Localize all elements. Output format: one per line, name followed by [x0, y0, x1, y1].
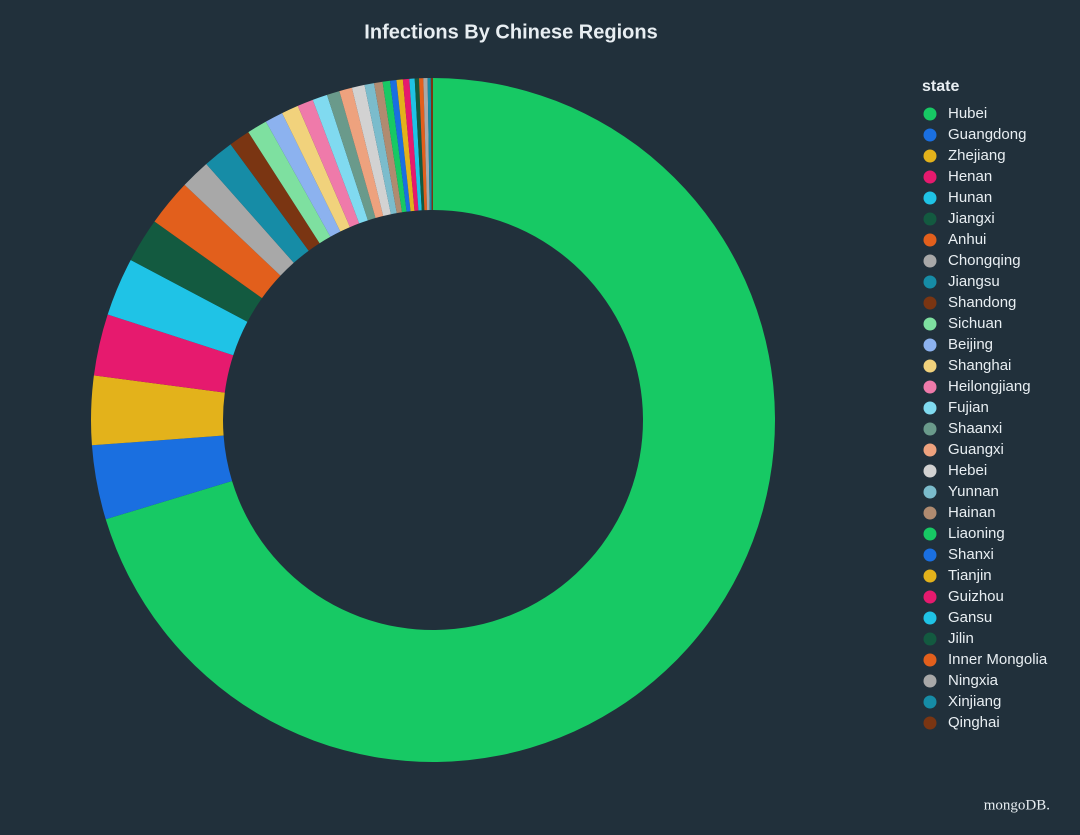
slice: [91, 435, 233, 520]
slice: [154, 184, 281, 299]
slice: [248, 121, 331, 244]
legend-label[interactable]: Hainan: [948, 504, 996, 521]
slice: [130, 221, 262, 322]
legend-swatch[interactable]: [923, 128, 937, 142]
legend-swatch[interactable]: [923, 548, 937, 562]
legend-swatch[interactable]: [923, 611, 937, 625]
legend-swatch[interactable]: [923, 674, 937, 688]
slice: [414, 78, 425, 211]
legend-label[interactable]: Yunnan: [948, 483, 999, 500]
watermark: mongoDB.: [984, 797, 1050, 813]
slice: [265, 113, 341, 237]
legend-label[interactable]: Xinjiang: [948, 693, 1001, 710]
slice: [402, 78, 419, 211]
chart-title: Infections By Chinese Regions: [364, 21, 657, 43]
slice: [105, 78, 775, 762]
slice: [339, 87, 384, 219]
slice: [327, 91, 376, 221]
legend-swatch[interactable]: [923, 149, 937, 163]
legend-label[interactable]: Shanghai: [948, 357, 1011, 374]
legend-label[interactable]: Hubei: [948, 105, 987, 122]
legend-label[interactable]: Qinghai: [948, 714, 1000, 731]
slice: [282, 105, 350, 232]
legend-swatch[interactable]: [923, 569, 937, 583]
legend-label[interactable]: Anhui: [948, 231, 986, 248]
legend-swatch[interactable]: [923, 296, 937, 310]
legend-swatch[interactable]: [923, 170, 937, 184]
legend-swatch[interactable]: [923, 422, 937, 436]
legend-label[interactable]: Shanxi: [948, 546, 994, 563]
slice: [297, 99, 360, 228]
slice: [364, 83, 397, 215]
legend-label[interactable]: Liaoning: [948, 525, 1005, 542]
slice: [396, 79, 415, 212]
legend-swatch[interactable]: [923, 338, 937, 352]
legend-label[interactable]: Guizhou: [948, 588, 1004, 605]
slice: [230, 132, 320, 251]
slice: [427, 78, 432, 211]
slice: [390, 79, 411, 212]
legend-swatch[interactable]: [923, 107, 937, 121]
slice: [430, 78, 433, 211]
legend-label[interactable]: Ningxia: [948, 672, 999, 689]
legend-label[interactable]: Guangxi: [948, 441, 1004, 458]
legend-label[interactable]: Jiangsu: [948, 273, 1000, 290]
slice: [409, 78, 422, 211]
slice: [107, 260, 248, 356]
slice: [423, 78, 430, 211]
legend-label[interactable]: Inner Mongolia: [948, 651, 1048, 668]
legend-swatch[interactable]: [923, 590, 937, 604]
legend-label[interactable]: Fujian: [948, 399, 989, 416]
legend-swatch[interactable]: [923, 317, 937, 331]
legend-label[interactable]: Tianjin: [948, 567, 992, 584]
legend-swatch[interactable]: [923, 443, 937, 457]
legend-swatch[interactable]: [923, 506, 937, 520]
legend-swatch[interactable]: [923, 191, 937, 205]
legend-swatch[interactable]: [923, 527, 937, 541]
legend-swatch[interactable]: [923, 632, 937, 646]
slice: [93, 314, 234, 393]
slice: [418, 78, 428, 211]
legend-swatch[interactable]: [923, 716, 937, 730]
legend-swatch[interactable]: [923, 254, 937, 268]
legend-swatch[interactable]: [923, 380, 937, 394]
slice: [351, 84, 391, 216]
slice: [206, 144, 309, 263]
legend-label[interactable]: Shaanxi: [948, 420, 1002, 437]
legend-label[interactable]: Heilongjiang: [948, 378, 1031, 395]
legend-label[interactable]: Beijing: [948, 336, 993, 353]
legend-label[interactable]: Chongqing: [948, 252, 1021, 269]
legend-swatch[interactable]: [923, 464, 937, 478]
legend-label[interactable]: Henan: [948, 168, 992, 185]
legend-label[interactable]: Jiangxi: [948, 210, 995, 227]
slice: [184, 163, 294, 276]
legend-swatch[interactable]: [923, 485, 937, 499]
legend-swatch[interactable]: [923, 233, 937, 247]
slice: [312, 94, 368, 224]
legend-label[interactable]: Hebei: [948, 462, 987, 479]
legend-label[interactable]: Gansu: [948, 609, 992, 626]
legend-label[interactable]: Zhejiang: [948, 147, 1006, 164]
legend-swatch[interactable]: [923, 401, 937, 415]
legend-title: state: [922, 78, 959, 95]
legend-swatch[interactable]: [923, 212, 937, 226]
legend-swatch[interactable]: [923, 653, 937, 667]
slice: [90, 375, 225, 446]
legend-label[interactable]: Hunan: [948, 189, 992, 206]
legend-label[interactable]: Shandong: [948, 294, 1016, 311]
slice: [374, 81, 403, 214]
legend-swatch[interactable]: [923, 695, 937, 709]
legend-label[interactable]: Sichuan: [948, 315, 1002, 332]
legend-label[interactable]: Jilin: [948, 630, 974, 647]
legend-label[interactable]: Guangdong: [948, 126, 1026, 143]
legend-swatch[interactable]: [923, 275, 937, 289]
slice: [382, 80, 407, 213]
legend-swatch[interactable]: [923, 359, 937, 373]
